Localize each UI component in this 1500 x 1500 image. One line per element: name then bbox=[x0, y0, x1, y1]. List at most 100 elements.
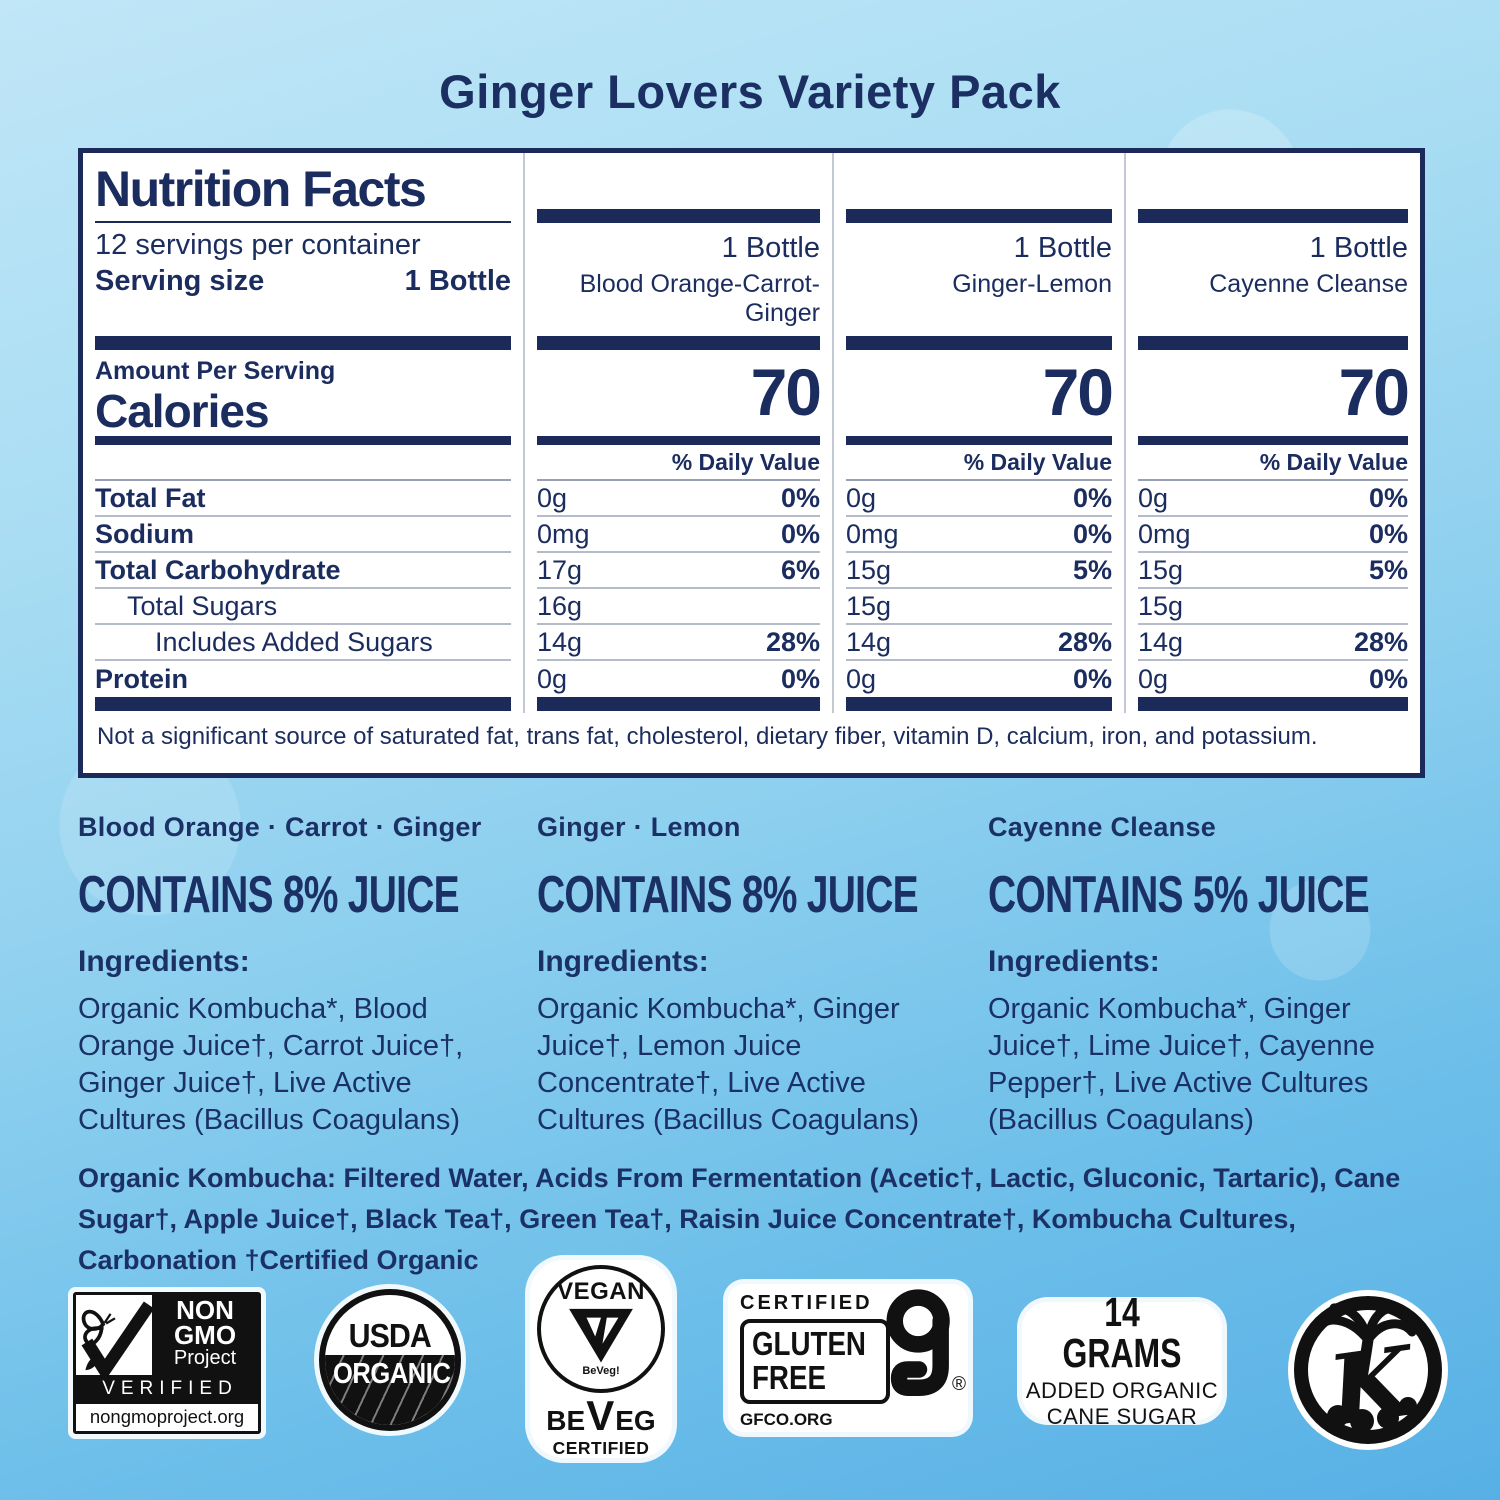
beveg-certified-word: CERTIFIED bbox=[552, 1438, 650, 1458]
nutrition-facts-heading: Nutrition Facts bbox=[95, 161, 427, 217]
nutrient-row: 0mg 0% bbox=[846, 517, 1112, 553]
nutrient-row: Sodium bbox=[95, 517, 511, 553]
thick-bar bbox=[537, 209, 820, 223]
nutrient-label: Protein bbox=[95, 663, 189, 694]
beveg-be: BE bbox=[546, 1405, 586, 1436]
ingredients-list: Organic Kombucha*, Ginger Juice†, Lemon … bbox=[537, 993, 919, 1136]
nutrition-label-column: Nutrition Facts 12 servings per containe… bbox=[83, 153, 523, 713]
amount: 0g bbox=[846, 663, 877, 694]
amount: 14g bbox=[846, 626, 892, 657]
added-organic-line: ADDED ORGANIC bbox=[1025, 1378, 1219, 1403]
juice-claim: CONTAINS 8% JUICE bbox=[78, 866, 460, 924]
grams-line: 14 GRAMS bbox=[1062, 1289, 1182, 1376]
flavor-header-block: 1 Bottle Blood Orange-Carrot-Ginger bbox=[537, 153, 820, 336]
nutrient-row: 15g 5% bbox=[846, 553, 1112, 589]
vegan-word: VEGAN bbox=[557, 1278, 645, 1305]
daily-value-header: % Daily Value bbox=[537, 445, 820, 481]
amount: 17g bbox=[537, 554, 583, 585]
daily-value: 28% bbox=[1057, 626, 1112, 657]
thick-bar bbox=[1138, 209, 1408, 223]
ingredients-list: Organic Kombucha*, Ginger Juice†, Lime J… bbox=[988, 993, 1375, 1136]
thick-bar bbox=[846, 697, 1112, 711]
juice-claim: CONTAINS 5% JUICE bbox=[988, 866, 1370, 924]
nutrient-row: 14g 28% bbox=[846, 625, 1112, 661]
daily-value: 0% bbox=[780, 482, 820, 513]
flavor-column-ginger-lemon: 1 Bottle Ginger-Lemon 70 % Daily Value 0… bbox=[832, 153, 1124, 713]
spacer bbox=[1138, 153, 1408, 209]
ingredients-label: Ingredients: bbox=[537, 945, 709, 978]
nutrient-label: Sodium bbox=[95, 518, 194, 549]
nutrient-label: Includes Added Sugars bbox=[155, 626, 433, 657]
beveg-v: V bbox=[586, 1392, 615, 1439]
nutrient-row: 0g 0% bbox=[537, 661, 820, 697]
organic-word: ORGANIC bbox=[325, 1354, 455, 1425]
amount: 14g bbox=[1138, 626, 1184, 657]
usda-text: USDA bbox=[348, 1316, 432, 1354]
calories-block: 70 bbox=[1138, 350, 1410, 436]
non-gmo-top: NON GMO Project bbox=[76, 1295, 258, 1382]
daily-value-header: % Daily Value bbox=[1138, 445, 1408, 481]
usda-word: USDA bbox=[325, 1295, 455, 1355]
nutrient-row: Includes Added Sugars bbox=[95, 625, 511, 661]
thick-bar bbox=[1138, 336, 1408, 350]
amount: 14g bbox=[537, 626, 583, 657]
nutrient-row: 0g 0% bbox=[846, 661, 1112, 697]
daily-value: 0% bbox=[1368, 518, 1408, 549]
cane-sugar-line: CANE SUGAR bbox=[1046, 1404, 1198, 1429]
gluten-free-box: GLUTEN FREE bbox=[740, 1319, 890, 1405]
nutrient-row: 14g 28% bbox=[537, 625, 820, 661]
daily-value: 28% bbox=[765, 626, 820, 657]
nutrient-row: Total Sugars bbox=[95, 589, 511, 625]
calories-value: 70 bbox=[1338, 355, 1410, 429]
flavor-header-block: 1 Bottle Ginger-Lemon bbox=[846, 153, 1112, 336]
gluten-word: GLUTEN bbox=[752, 1325, 866, 1362]
amount: 0g bbox=[1138, 663, 1169, 694]
juice-claim: CONTAINS 8% JUICE bbox=[537, 866, 919, 924]
flavor-name: Ginger-Lemon bbox=[952, 270, 1112, 298]
daily-value: 0% bbox=[1072, 518, 1112, 549]
medium-bar bbox=[846, 436, 1112, 445]
calories-block: 70 bbox=[537, 350, 822, 436]
flavor-header-block: 1 Bottle Cayenne Cleanse bbox=[1138, 153, 1408, 336]
vegan-triangle-icon bbox=[569, 1308, 633, 1363]
thick-bar bbox=[846, 209, 1112, 223]
ingredients-cayenne-cleanse: Cayenne Cleanse CONTAINS 5% JUICE Ingred… bbox=[988, 812, 1436, 1139]
calories-value: 70 bbox=[750, 355, 822, 429]
servings-per-container: 12 servings per container bbox=[95, 229, 421, 261]
flavor-column-cayenne-cleanse: 1 Bottle Cayenne Cleanse 70 % Daily Valu… bbox=[1124, 153, 1420, 713]
nutrient-row: 16g bbox=[537, 589, 820, 625]
panel-footnote: Not a significant source of saturated fa… bbox=[97, 723, 1318, 750]
calories-label: Calories bbox=[95, 385, 270, 437]
daily-value: 0% bbox=[1368, 482, 1408, 513]
serving-size-label: Serving size bbox=[95, 265, 265, 297]
thick-bar bbox=[537, 697, 820, 711]
butterfly-checkmark-icon bbox=[76, 1295, 152, 1382]
page-title: Ginger Lovers Variety Pack bbox=[439, 65, 1061, 118]
daily-value: 0% bbox=[1368, 663, 1408, 694]
daily-value: 0% bbox=[780, 518, 820, 549]
thick-bar bbox=[1138, 697, 1408, 711]
added-cane-sugar-badge: 14 GRAMS ADDED ORGANIC CANE SUGAR bbox=[1022, 1292, 1222, 1429]
beveg-wordmark: BE V EG bbox=[546, 1395, 655, 1437]
nutrient-row: 0g 0% bbox=[846, 481, 1112, 517]
daily-value-spacer bbox=[95, 445, 511, 481]
nutrient-row: 17g 6% bbox=[537, 553, 820, 589]
flavor-column-blood-orange-carrot-ginger: 1 Bottle Blood Orange-Carrot-Ginger 70 %… bbox=[523, 153, 832, 713]
amount: 0mg bbox=[846, 518, 899, 549]
nutrient-row: Protein bbox=[95, 661, 511, 697]
nutrient-row: 0g 0% bbox=[1138, 481, 1408, 517]
flavor-name: Cayenne Cleanse bbox=[1209, 270, 1408, 298]
amount: 0mg bbox=[1138, 518, 1191, 549]
gf-certified-word: CERTIFIED bbox=[740, 1292, 873, 1314]
ingredients-label: Ingredients: bbox=[78, 945, 250, 978]
usda-organic-badge: USDA ORGANIC bbox=[319, 1289, 461, 1431]
amount: 0g bbox=[1138, 482, 1169, 513]
serving-size-row: Serving size 1 Bottle bbox=[95, 265, 511, 298]
ingredients-label: Ingredients: bbox=[988, 945, 1160, 978]
spacer bbox=[846, 153, 1112, 209]
calories-block: Amount Per Serving Calories bbox=[95, 350, 511, 437]
organic-text: ORGANIC bbox=[333, 1357, 451, 1390]
non-gmo-url: nongmoproject.org bbox=[89, 1406, 245, 1427]
thick-bar bbox=[846, 336, 1112, 350]
